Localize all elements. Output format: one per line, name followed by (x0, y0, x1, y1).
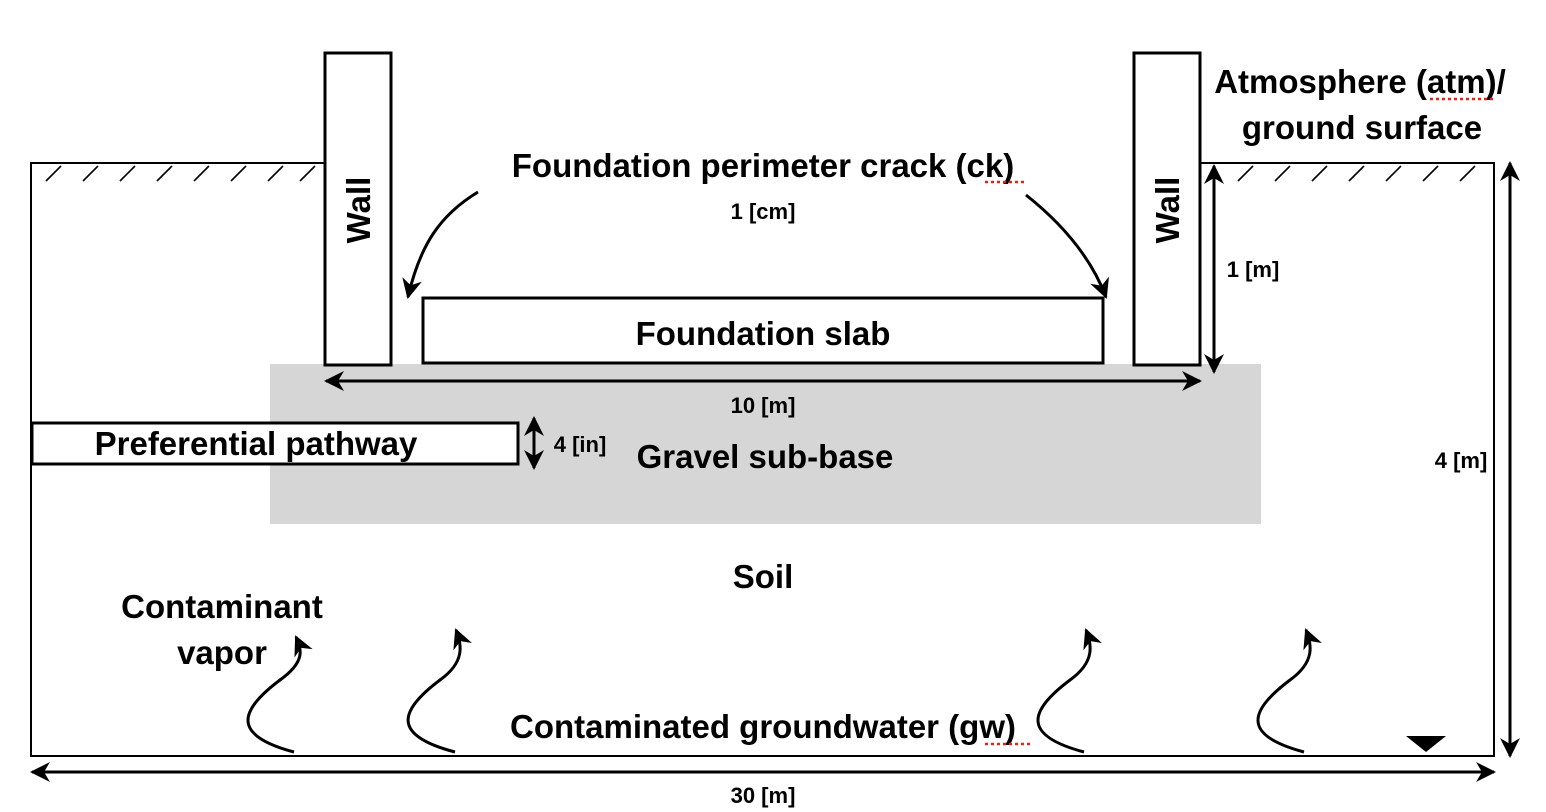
atmosphere-label-line2: ground surface (1242, 109, 1482, 146)
vapor-arrows (246, 628, 1322, 754)
vapor-arrow-1 (246, 635, 313, 754)
ground-hatch-left (45, 165, 316, 182)
groundwater-label: Contaminated groundwater (gw) (510, 708, 1016, 745)
foundation-width-label: 10 [m] (731, 393, 796, 418)
wall-right (1132, 51, 1202, 367)
gravel-label: Gravel sub-base (637, 438, 894, 475)
crack-width-label: 1 [cm] (731, 199, 796, 224)
foundation-slab (421, 296, 1105, 365)
wall-left-label: Wall (340, 177, 377, 244)
soil-domain-outline (30, 162, 1495, 757)
vapor-label-line1: Contaminant (121, 588, 323, 625)
wall-height-label: 1 [m] (1227, 257, 1280, 282)
domain-width-label: 30 [m] (731, 783, 796, 808)
depth-label: 4 [m] (1435, 448, 1488, 473)
crack-arrow-left (402, 190, 479, 299)
pathway-height-label: 4 [in] (554, 432, 607, 457)
vapor-label-line2: vapor (177, 634, 267, 671)
crack-arrow-right (1025, 193, 1109, 299)
crack-label: Foundation perimeter crack (ck) (512, 147, 1014, 184)
preferential-pathway (30, 421, 520, 466)
ground-hatch-right (1237, 165, 1476, 182)
vapor-arrow-4 (1256, 628, 1322, 754)
wall-right-label: Wall (1149, 177, 1186, 244)
wall-left (323, 51, 393, 367)
water-table-symbol (1406, 736, 1446, 752)
soil-label: Soil (733, 558, 794, 595)
pathway-label: Preferential pathway (95, 425, 418, 462)
slab-label: Foundation slab (636, 315, 891, 352)
vapor-arrow-2 (406, 628, 472, 754)
atmosphere-label-line1: Atmosphere (atm)/ (1214, 63, 1506, 100)
vapor-arrow-3 (1036, 628, 1102, 754)
